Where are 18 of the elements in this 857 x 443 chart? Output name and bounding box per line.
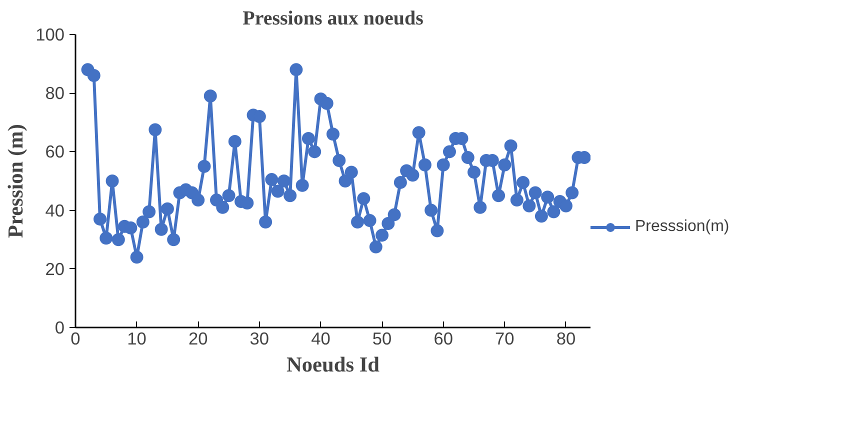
x-tick-label: 0 [70, 328, 80, 348]
y-tick-label: 80 [45, 83, 65, 104]
chart-title: Pressions aux noeuds [242, 8, 424, 30]
x-tick-label: 40 [311, 328, 330, 348]
x-tick-label: 60 [434, 328, 453, 348]
y-tick-label: 60 [45, 142, 65, 162]
x-axis-title: Noeuds Id [286, 352, 380, 376]
x-tick-label: 10 [127, 328, 146, 348]
y-axis-title: Pression (m) [4, 124, 28, 238]
y-tick-label: 20 [45, 258, 65, 279]
x-tick-label: 20 [188, 328, 208, 348]
y-tick-label: 40 [45, 200, 65, 220]
x-tick-label: 80 [556, 328, 576, 348]
x-tick-label: 50 [372, 328, 392, 348]
x-tick-label: 70 [495, 328, 514, 348]
legend-label: Presssion(m) [635, 218, 730, 236]
x-tick-label: 30 [250, 328, 270, 348]
y-tick-label: 100 [36, 24, 65, 44]
